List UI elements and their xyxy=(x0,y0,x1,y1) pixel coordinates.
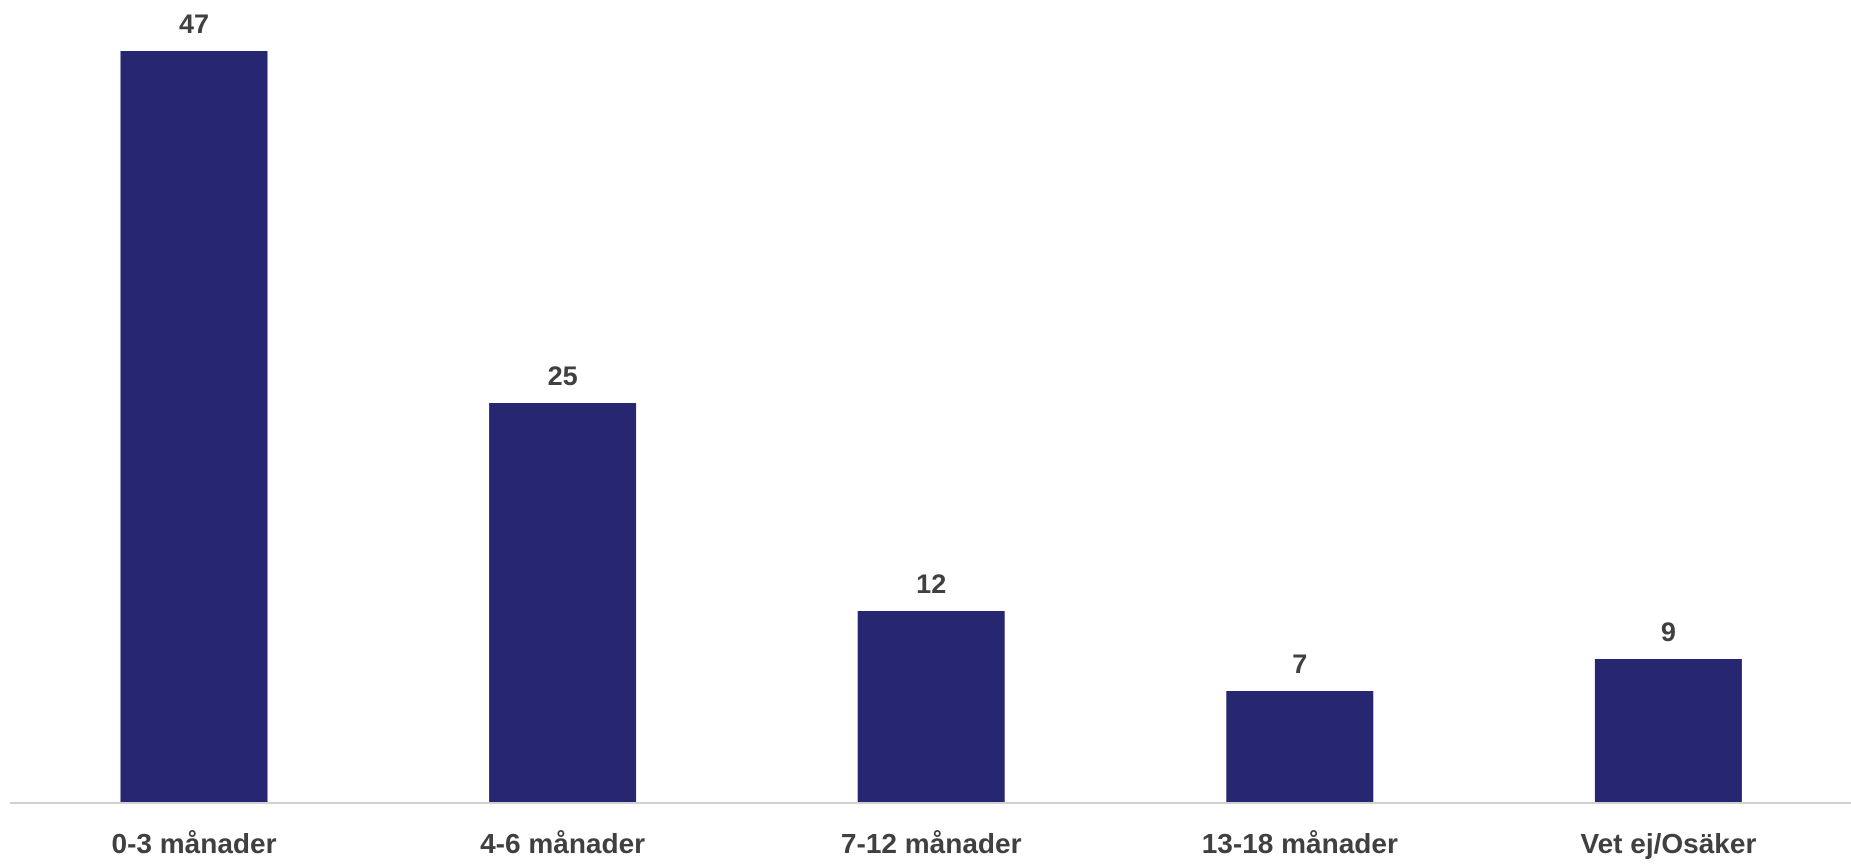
category-label-4: Vet ej/Osäker xyxy=(1580,828,1756,859)
data-label-2: 12 xyxy=(916,569,946,599)
bars-layer xyxy=(121,51,1742,803)
bar-3 xyxy=(1226,691,1373,803)
bar-1 xyxy=(489,403,636,803)
bar-0 xyxy=(121,51,268,803)
bar-2 xyxy=(858,611,1005,803)
category-label-2: 7-12 månader xyxy=(841,828,1022,859)
data-labels-layer: 47 25 12 7 9 xyxy=(179,9,1676,679)
bar-4 xyxy=(1595,659,1742,803)
category-label-3: 13-18 månader xyxy=(1202,828,1398,859)
data-label-0: 47 xyxy=(179,9,209,39)
data-label-4: 9 xyxy=(1661,617,1676,647)
data-label-1: 25 xyxy=(548,361,578,391)
category-labels-layer: 0-3 månader 4-6 månader 7-12 månader 13-18 … xyxy=(112,828,1757,859)
category-label-0: 0-3 månader xyxy=(112,828,277,859)
category-label-1: 4-6 månader xyxy=(480,828,645,859)
data-label-3: 7 xyxy=(1292,649,1307,679)
